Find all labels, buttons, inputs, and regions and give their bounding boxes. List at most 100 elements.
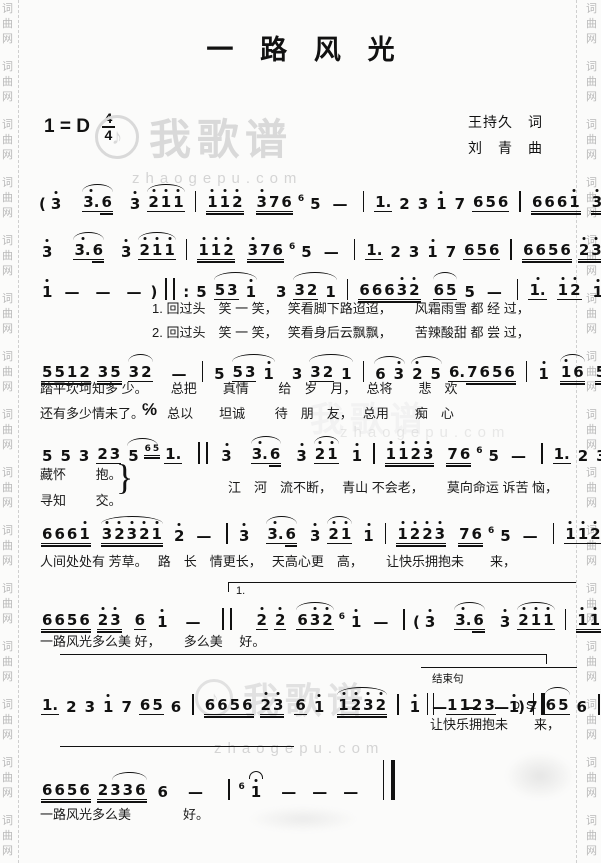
margin-char: 网 xyxy=(2,613,13,625)
margin-char: 曲 xyxy=(2,18,13,30)
meter-numerator: 4 xyxy=(104,110,113,126)
margin-char: 曲 xyxy=(586,366,597,378)
margin-char: 网 xyxy=(2,497,13,509)
key-signature: 1 = D 4 4 xyxy=(44,110,115,143)
margin-char: 曲 xyxy=(586,540,597,552)
margin-char: 网 xyxy=(2,671,13,683)
margin-char: 曲 xyxy=(2,76,13,88)
margin-char: 词 xyxy=(586,467,597,479)
margin-char: 曲 xyxy=(2,598,13,610)
margin-char: 词 xyxy=(2,3,13,15)
margin-char: 网 xyxy=(586,439,597,451)
margin-char: 网 xyxy=(2,149,13,161)
watermark-url: zhaogepu.com xyxy=(132,170,303,187)
verse-1-lyrics: 1. 回过头 笑 一 笑， 笑看脚下路迢迢， 风霜雨雪 都 经 过， xyxy=(152,301,530,316)
margin-char: 曲 xyxy=(2,772,13,784)
margin-char: 词 xyxy=(586,699,597,711)
margin-char: 词 xyxy=(2,119,13,131)
margin-char: 词 xyxy=(2,815,13,827)
margin-char: 曲 xyxy=(586,134,597,146)
margin-char: 词 xyxy=(2,699,13,711)
lyric-row: 人间处处有 芳草。 路 长 情更长， 天高心更 高， 让快乐拥抱未 来， xyxy=(40,554,516,569)
margin-char: 曲 xyxy=(2,656,13,668)
margin-char: 网 xyxy=(586,265,597,277)
margin-char: 词 xyxy=(586,815,597,827)
margin-char: 网 xyxy=(2,207,13,219)
margin-char: 词 xyxy=(586,3,597,15)
lyric-row: 一路风光多么美 好， 多么美 好。 xyxy=(40,634,266,649)
watermark-logo: ♪ 我歌谱 xyxy=(95,106,293,167)
margin-char: 曲 xyxy=(586,830,597,842)
margin-char: 网 xyxy=(586,381,597,393)
margin-char: 曲 xyxy=(2,308,13,320)
watermark-brand: 我歌谱 xyxy=(149,116,294,163)
margin-char: 曲 xyxy=(586,772,597,784)
margin-char: 词 xyxy=(2,641,13,653)
page-title: 一 路 风 光 xyxy=(206,35,405,65)
margin-char: 网 xyxy=(586,729,597,741)
verse-2-lyrics: 2. 回过头 笑 一 笑， 笑看身后云飘飘， 苦辣酸甜 都 尝 过， xyxy=(152,325,530,340)
volta-1-continuation-line xyxy=(60,654,547,664)
lyric-brace: } xyxy=(116,457,134,497)
margin-char: 网 xyxy=(2,439,13,451)
margin-char: 曲 xyxy=(2,424,13,436)
margin-char: 词 xyxy=(2,467,13,479)
margin-char: 词 xyxy=(586,177,597,189)
meter-denominator: 4 xyxy=(104,126,113,143)
left-margin-dashed-line xyxy=(18,0,19,863)
lyric-row: 踏平坎坷知多 少。 总把 真情 给 岁 月， 总将 悲 欢 xyxy=(40,381,458,396)
margin-char: 曲 xyxy=(2,714,13,726)
margin-char: 词 xyxy=(2,293,13,305)
margin-char: 词 xyxy=(2,525,13,537)
margin-char: 网 xyxy=(2,729,13,741)
margin-char: 曲 xyxy=(586,424,597,436)
margin-char: 网 xyxy=(2,555,13,567)
lyric-row: 寻知 交。 xyxy=(40,493,122,508)
margin-char: 词 xyxy=(2,757,13,769)
margin-char: 词 xyxy=(586,61,597,73)
margin-char: 网 xyxy=(2,787,13,799)
margin-char: 曲 xyxy=(586,482,597,494)
margin-char: 词 xyxy=(586,351,597,363)
volta-1-label: 1. xyxy=(236,585,246,597)
scan-smudge xyxy=(248,806,358,832)
watermark-url-mid: zhaogepu.com xyxy=(340,424,511,441)
margin-char: 词 xyxy=(586,641,597,653)
ending-continuation-line xyxy=(60,746,294,747)
margin-char: 曲 xyxy=(586,18,597,30)
margin-char: 词 xyxy=(586,583,597,595)
margin-char: 网 xyxy=(2,381,13,393)
composer-credit: 刘 青 曲 xyxy=(468,140,543,156)
scan-smudge xyxy=(505,752,575,800)
margin-char: 词 xyxy=(2,583,13,595)
lyricist-credit: 王持久 词 xyxy=(468,114,543,130)
margin-char: 词 xyxy=(2,177,13,189)
lyric-row: 一路风光多么美 好。 xyxy=(40,807,210,822)
margin-char: 网 xyxy=(586,323,597,335)
margin-char: 词 xyxy=(2,61,13,73)
ending-bracket-line xyxy=(421,667,577,668)
margin-char: 曲 xyxy=(2,830,13,842)
lyric-row: 江 河 流不断， 青山 不会老， 莫向命运 诉苦 恼， xyxy=(228,480,559,495)
margin-char: 词 xyxy=(2,235,13,247)
notation-line-9: 6 6 5 6 2 3 3 6 6—6 1— — — xyxy=(38,753,402,803)
key-label: 1 = D xyxy=(44,115,90,137)
margin-char: 曲 xyxy=(2,482,13,494)
margin-char: 词 xyxy=(2,351,13,363)
margin-char: 词 xyxy=(586,119,597,131)
meter-divider xyxy=(101,126,115,128)
ending-label: 结束句 xyxy=(432,673,464,685)
margin-char: 曲 xyxy=(586,598,597,610)
time-signature: 4 4 xyxy=(101,110,115,143)
margin-char: 网 xyxy=(586,497,597,509)
segno-icon: ℅ xyxy=(142,400,158,419)
margin-char: 曲 xyxy=(2,366,13,378)
margin-char: 词 xyxy=(2,409,13,421)
margin-char: 曲 xyxy=(2,540,13,552)
margin-char: 网 xyxy=(2,91,13,103)
